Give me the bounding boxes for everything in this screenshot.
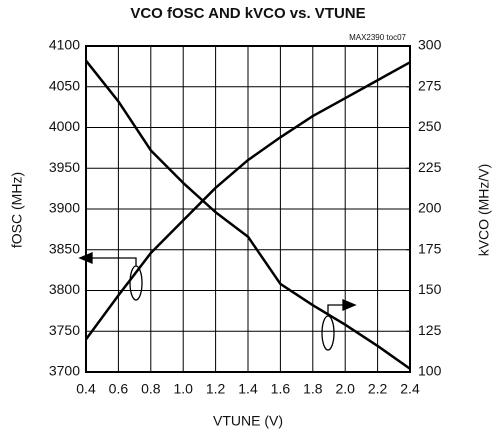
y2-tick-label: 275 bbox=[418, 77, 442, 93]
y-tick-label: 3950 bbox=[49, 159, 80, 175]
x-tick-label: 2.0 bbox=[335, 381, 355, 397]
x-tick-label: 0.6 bbox=[109, 381, 129, 397]
y2-tick-label: 175 bbox=[418, 240, 442, 256]
x-axis-label: VTUNE (V) bbox=[213, 413, 283, 429]
legend-arrows bbox=[78, 252, 357, 351]
x-tick-label: 1.4 bbox=[238, 381, 258, 397]
plot-frame bbox=[85, 45, 411, 373]
x-tick-label: 1.6 bbox=[271, 381, 291, 397]
y-tick-label: 4100 bbox=[49, 37, 80, 53]
x-tick-label: 1.2 bbox=[206, 381, 226, 397]
y-tick-label: 4000 bbox=[49, 118, 80, 134]
y2-tick-label: 125 bbox=[418, 322, 442, 338]
y-tick-label: 3750 bbox=[49, 322, 80, 338]
x-tick-label: 2.4 bbox=[400, 381, 420, 397]
x-tick-label: 0.4 bbox=[76, 381, 96, 397]
y-tick-label: 3850 bbox=[49, 240, 80, 256]
series-line bbox=[85, 59, 411, 370]
chart-title: VCO fOSC AND kVCO vs. VTUNE bbox=[130, 5, 365, 22]
y2-tick-label: 100 bbox=[418, 363, 442, 379]
x-tick-label: 1.0 bbox=[173, 381, 193, 397]
y2-tick-label: 300 bbox=[418, 37, 442, 53]
y-tick-label: 4050 bbox=[49, 77, 80, 93]
x-tick-label: 1.8 bbox=[303, 381, 323, 397]
y-axis-label: fOSC (MHz) bbox=[9, 172, 25, 248]
x-tick-label: 2.2 bbox=[368, 381, 388, 397]
x-tick-label: 0.8 bbox=[141, 381, 161, 397]
y2-tick-label: 200 bbox=[418, 200, 442, 216]
y-tick-label: 3900 bbox=[49, 200, 80, 216]
series-line bbox=[84, 61, 411, 341]
y2-axis-label: kVCO (MHz/V) bbox=[476, 164, 492, 257]
y-tick-label: 3700 bbox=[49, 363, 80, 379]
y2-tick-label: 225 bbox=[418, 159, 442, 175]
y2-tick-label: 150 bbox=[418, 281, 442, 297]
annotation: MAX2390 toc07 bbox=[349, 33, 406, 42]
y-tick-label: 3800 bbox=[49, 281, 80, 297]
y2-tick-label: 250 bbox=[418, 118, 442, 134]
